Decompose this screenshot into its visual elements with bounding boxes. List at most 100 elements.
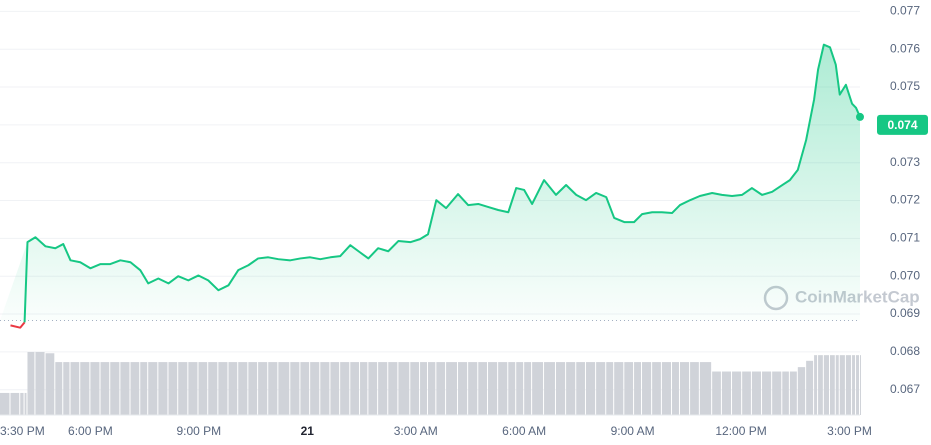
- volume-bar: [330, 362, 340, 415]
- volume-bar: [532, 362, 544, 415]
- volume-bar: [772, 371, 782, 415]
- y-tick-label: 0.076: [890, 41, 920, 55]
- volume-bar: [508, 362, 516, 415]
- x-tick-label: 6:00 PM: [68, 424, 113, 438]
- y-tick-label: 0.068: [890, 344, 920, 358]
- volume-bar: [576, 362, 585, 415]
- y-tick-label: 0.075: [890, 79, 920, 93]
- volume-bar: [732, 371, 742, 415]
- volume-bar: [835, 355, 839, 415]
- volume-bar: [672, 362, 679, 415]
- volume-bar: [258, 362, 268, 415]
- volume-bar: [524, 362, 532, 415]
- volume-bar: [652, 362, 661, 415]
- volume-bar: [158, 362, 168, 415]
- volume-bar: [829, 355, 835, 415]
- volume-bar: [45, 353, 55, 415]
- volume-bar: [100, 362, 110, 415]
- volume-bar: [852, 355, 856, 415]
- volume-bar: [300, 362, 310, 415]
- x-tick-label: 21: [301, 424, 315, 438]
- y-tick-label: 0.071: [890, 231, 920, 245]
- volume-bar: [340, 362, 350, 415]
- volume-bar: [360, 362, 368, 415]
- volume-bar: [823, 355, 829, 415]
- volume-bar: [742, 371, 751, 415]
- volume-bar: [818, 355, 823, 415]
- volume-bar: [566, 362, 576, 415]
- volume-bar: [428, 362, 436, 415]
- x-tick-label: 3:00 AM: [394, 424, 438, 438]
- volume-bar: [679, 362, 690, 415]
- volume-bar: [398, 362, 410, 415]
- volume-bar: [420, 362, 428, 415]
- volume-bar: [498, 362, 508, 415]
- x-tick-label: 12:00 PM: [715, 424, 766, 438]
- volume-bar: [789, 371, 797, 415]
- y-tick-label: 0.073: [890, 155, 920, 169]
- volume-bar: [699, 362, 712, 415]
- area: [0, 44, 860, 321]
- volume-bar: [350, 362, 360, 415]
- volume-bar: [468, 362, 478, 415]
- volume-bar: [130, 362, 140, 415]
- volume-bar: [751, 371, 762, 415]
- volume-bar: [845, 355, 852, 415]
- volume-bar: [178, 362, 188, 415]
- volume-bar: [797, 367, 806, 415]
- volume-bar: [388, 362, 398, 415]
- volume-bar: [290, 362, 300, 415]
- volume-bar: [27, 352, 35, 415]
- volume-bar: [10, 392, 20, 415]
- y-tick-label: 0.067: [890, 382, 920, 396]
- volume-bar: [614, 362, 624, 415]
- price-line: [10, 321, 26, 329]
- volume-bar: [70, 362, 80, 415]
- y-tick-label: 0.069: [890, 306, 920, 320]
- volume-bar: [278, 362, 290, 415]
- volume-bar: [860, 355, 861, 415]
- volume-bar: [856, 355, 859, 415]
- volume-bar: [218, 362, 228, 415]
- y-tick-label: 0.072: [890, 193, 920, 207]
- volume-bar: [516, 362, 524, 415]
- volume-bar: [712, 371, 721, 415]
- volume-bar: [228, 362, 238, 415]
- volume-bar: [208, 362, 218, 415]
- volume-bar: [839, 355, 845, 415]
- volume-bar: [634, 362, 642, 415]
- volume-bar: [624, 362, 634, 415]
- volume-bar: [320, 362, 330, 415]
- volume-bar: [488, 362, 498, 415]
- volume-bar: [248, 362, 258, 415]
- y-tick-label: 0.077: [890, 4, 920, 18]
- volume-bar: [596, 362, 606, 415]
- volume-bar: [20, 392, 24, 415]
- volume-bar: [120, 362, 130, 415]
- volume-bar: [168, 362, 178, 415]
- volume-bar: [446, 362, 458, 415]
- volume-bar: [806, 360, 814, 415]
- x-tick-label: 3:30 PM: [0, 424, 45, 438]
- volume-bar: [268, 362, 278, 415]
- volume-bar: [368, 362, 378, 415]
- volume-bar: [90, 362, 100, 415]
- volume-bar: [661, 362, 672, 415]
- volume-bar: [24, 392, 27, 415]
- x-tick-label: 9:00 AM: [611, 424, 655, 438]
- volume-bar: [140, 362, 148, 415]
- y-tick-label: 0.070: [890, 268, 920, 282]
- volume-bar: [378, 362, 388, 415]
- volume-bar: [782, 371, 789, 415]
- volume-bar: [410, 362, 420, 415]
- volume-bar: [555, 362, 566, 415]
- volume-bar: [310, 362, 320, 415]
- price-badge: [877, 114, 928, 135]
- volume-bar: [762, 371, 772, 415]
- volume-bar: [606, 362, 614, 415]
- volume-bar: [55, 362, 63, 415]
- price-line: [23, 43, 861, 323]
- volume-bar: [814, 355, 818, 415]
- volume-bar: [63, 362, 70, 415]
